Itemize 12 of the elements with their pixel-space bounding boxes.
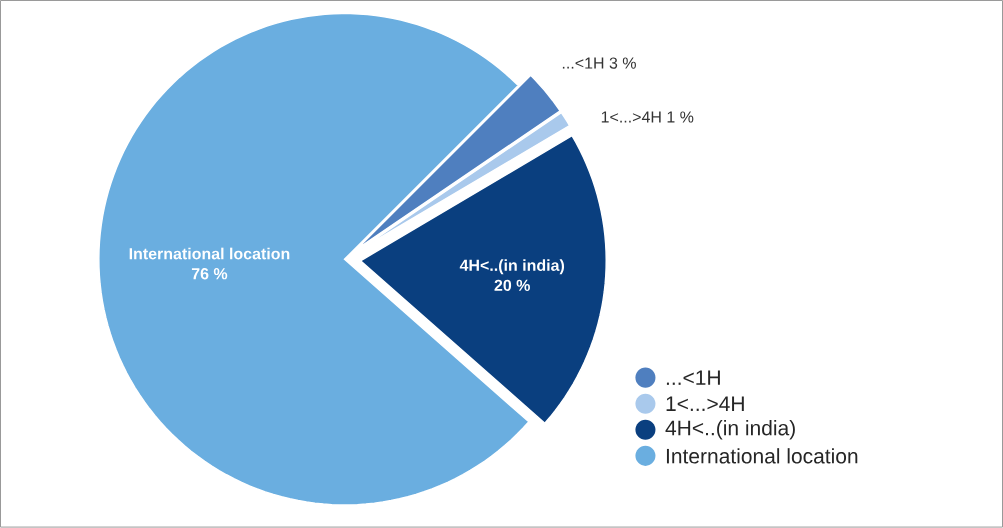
slice-label: 4H<..(in india): [459, 259, 565, 275]
slice-label: 1<...>4H: [601, 111, 661, 123]
legend-label: International location: [666, 448, 858, 464]
legend-label: 1<...>4H: [666, 396, 744, 412]
legend-label: 4H<..(in india): [665, 420, 795, 440]
data-label: 76 %: [191, 268, 228, 280]
slice-label: International location: [129, 247, 290, 260]
legend-label: ...<1H: [666, 370, 720, 386]
data-label: 3 %: [609, 57, 636, 69]
data-label: 20 %: [494, 279, 530, 292]
data-label: 1 %: [667, 111, 694, 123]
slice-label: ...<1H: [562, 57, 604, 69]
